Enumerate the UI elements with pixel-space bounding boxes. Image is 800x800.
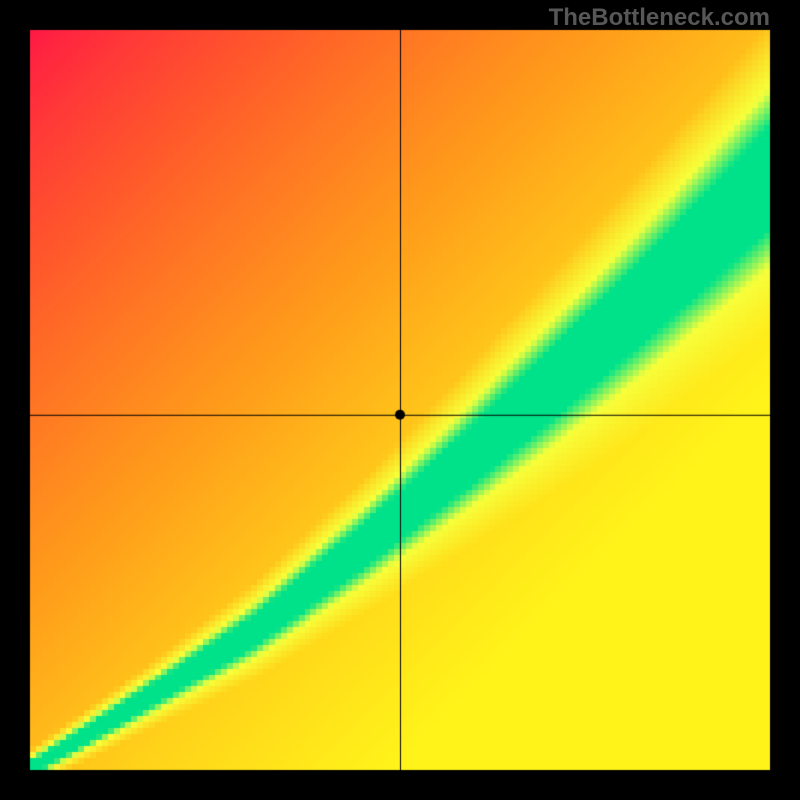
bottleneck-heatmap <box>0 0 800 800</box>
attribution-text: TheBottleneck.com <box>549 4 770 32</box>
